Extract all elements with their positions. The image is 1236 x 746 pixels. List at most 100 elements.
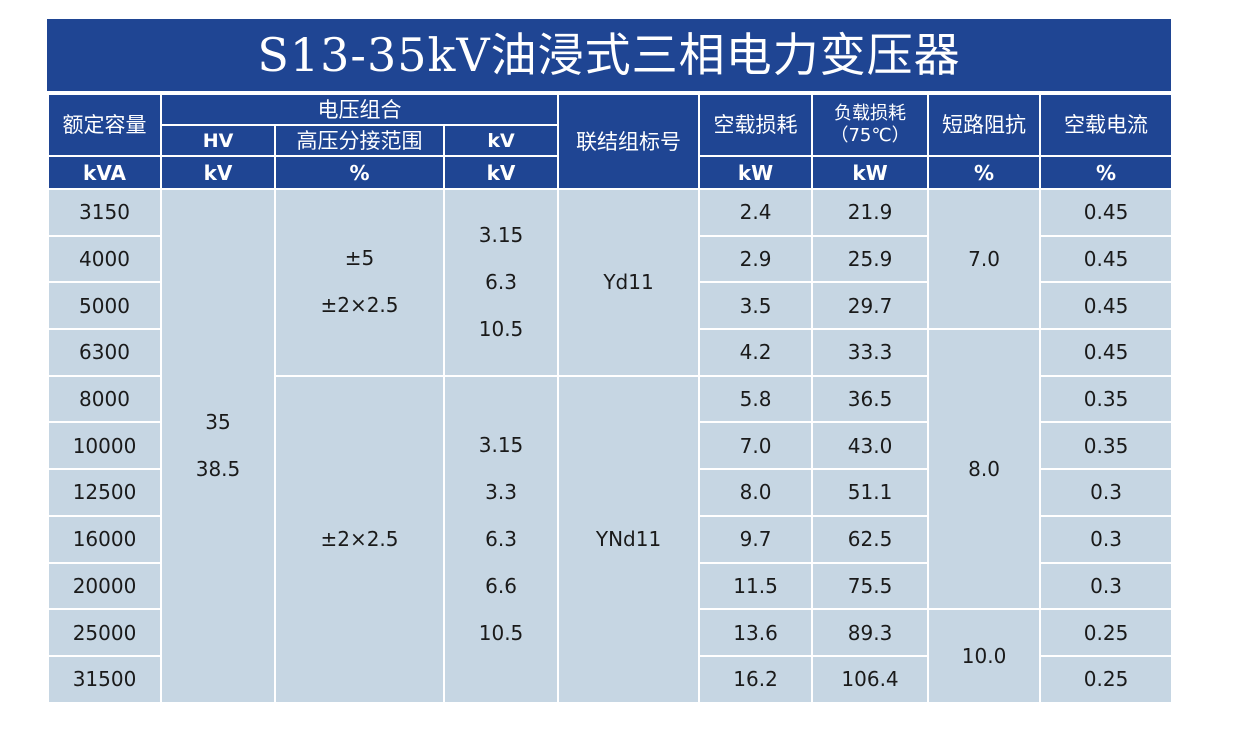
- cell-no-load-loss: 3.5: [698, 281, 814, 331]
- cell-no-load-current: 0.35: [1039, 374, 1174, 424]
- cell-capacity: 8000: [47, 374, 162, 424]
- cell-capacity: 6300: [47, 328, 162, 377]
- unit-capacity: kVA: [47, 155, 162, 190]
- header-load-loss-line1: 负载损耗: [834, 103, 907, 124]
- cell-no-load-loss: 9.7: [698, 514, 814, 564]
- unit-no-load-loss: kW: [698, 155, 814, 190]
- table-row: 5000 3.5 29.7 0.45: [47, 281, 1174, 331]
- cell-no-load-loss: 4.2: [698, 328, 814, 377]
- unit-impedance: %: [927, 155, 1042, 190]
- table-row: 6300 4.2 33.3 8.0 0.45: [47, 328, 1174, 611]
- lv-value: 10.5: [478, 316, 524, 341]
- unit-hv: kV: [160, 155, 276, 190]
- table-row: 20000 11.5 75.5 0.3: [47, 561, 1174, 611]
- cell-impedance-c: 10.0: [927, 608, 1042, 704]
- cell-no-load-loss: 5.8: [698, 374, 814, 424]
- lv-value: 6.3: [485, 526, 517, 551]
- lv-value: 3.15: [478, 222, 524, 247]
- table-header: 额定容量 电压组合 联结组标号 空载损耗 负载损耗 （75℃） 短路阻抗 空载电…: [47, 93, 1174, 190]
- page-title: S13-35kV油浸式三相电力变压器: [47, 19, 1171, 93]
- header-vector-group: 联结组标号: [557, 93, 701, 190]
- table-row: 8000 ±2×2.5 3.15 3.3 6.3 6.6 10.5 YNd11 …: [47, 374, 1174, 704]
- unit-no-load-current: %: [1039, 155, 1174, 190]
- cell-impedance-a: 7.0: [927, 187, 1042, 331]
- cell-load-loss: 29.7: [811, 281, 930, 331]
- cell-capacity: 3150: [47, 188, 162, 237]
- cell-load-loss: 25.9: [811, 234, 930, 284]
- lv-value: 10.5: [478, 620, 524, 645]
- header-load-loss-line2: （75℃）: [830, 125, 910, 146]
- lv-value: 6.6: [485, 573, 517, 598]
- header-capacity: 额定容量: [47, 93, 162, 157]
- tap-value: ±2×2.5: [320, 293, 399, 318]
- table-row: 3150 35 38.5 ±5 ±2×2.5 3.15 6.3 10.5 Yd1…: [47, 187, 1174, 704]
- cell-load-loss: 21.9: [811, 188, 930, 237]
- cell-load-loss: 51.1: [811, 468, 930, 517]
- cell-no-load-loss: 2.9: [698, 234, 814, 284]
- header-no-load-current: 空载电流: [1039, 93, 1174, 157]
- cell-lv-a: 3.15 6.3 10.5: [442, 188, 560, 377]
- cell-capacity: 20000: [47, 561, 162, 611]
- cell-no-load-loss: 8.0: [698, 468, 814, 517]
- hv-value: 38.5: [195, 456, 241, 481]
- header-hv: HV: [160, 124, 276, 157]
- cell-lv-b: 3.15 3.3 6.3 6.6 10.5: [442, 374, 560, 704]
- header-load-loss: 负载损耗 （75℃）: [811, 93, 930, 157]
- header-lv: kV: [442, 124, 560, 157]
- cell-no-load-current: 0.3: [1039, 468, 1174, 517]
- table-row: 12500 8.0 51.1 0.3: [47, 468, 1174, 517]
- table-row: 31500 16.2 106.4 0.25: [47, 654, 1174, 704]
- cell-load-loss: 106.4: [811, 654, 930, 704]
- cell-vector-group-b: YNd11: [557, 374, 701, 704]
- cell-no-load-loss: 16.2: [698, 654, 814, 704]
- hv-value: 35: [205, 409, 231, 434]
- cell-no-load-current: 0.35: [1039, 421, 1174, 471]
- cell-load-loss: 33.3: [811, 328, 930, 377]
- cell-capacity: 12500: [47, 468, 162, 517]
- tap-value: ±5: [344, 246, 375, 271]
- cell-no-load-current: 0.25: [1039, 654, 1174, 704]
- unit-tap: %: [274, 155, 445, 190]
- header-no-load-loss: 空载损耗: [698, 93, 814, 157]
- cell-tap-a: ±5 ±2×2.5: [274, 188, 445, 377]
- cell-no-load-current: 0.45: [1039, 188, 1174, 237]
- table-body: 3150 35 38.5 ±5 ±2×2.5 3.15 6.3 10.5 Yd1…: [47, 187, 1174, 704]
- cell-no-load-loss: 2.4: [698, 188, 814, 237]
- cell-vector-group-a: Yd11: [557, 188, 701, 377]
- spec-table: 额定容量 电压组合 联结组标号 空载损耗 负载损耗 （75℃） 短路阻抗 空载电…: [47, 93, 1174, 704]
- cell-capacity: 31500: [47, 654, 162, 704]
- table-row: 4000 2.9 25.9 0.45: [47, 234, 1174, 284]
- table-row: 16000 9.7 62.5 0.3: [47, 514, 1174, 564]
- cell-tap-b: ±2×2.5: [274, 374, 445, 704]
- unit-load-loss: kW: [811, 155, 930, 190]
- cell-no-load-current: 0.45: [1039, 281, 1174, 331]
- cell-capacity: 5000: [47, 281, 162, 331]
- cell-no-load-loss: 13.6: [698, 608, 814, 657]
- cell-no-load-loss: 7.0: [698, 421, 814, 471]
- spec-sheet: S13-35kV油浸式三相电力变压器 额定容量 电压组合 联结组标号 空载损耗 …: [47, 19, 1174, 704]
- cell-no-load-loss: 11.5: [698, 561, 814, 611]
- cell-impedance-b: 8.0: [927, 328, 1042, 611]
- cell-capacity: 25000: [47, 608, 162, 657]
- cell-capacity: 10000: [47, 421, 162, 471]
- cell-no-load-current: 0.3: [1039, 514, 1174, 564]
- lv-value: 3.3: [485, 479, 517, 504]
- header-impedance: 短路阻抗: [927, 93, 1042, 157]
- cell-no-load-current: 0.25: [1039, 608, 1174, 657]
- cell-no-load-current: 0.45: [1039, 234, 1174, 284]
- cell-no-load-current: 0.3: [1039, 561, 1174, 611]
- lv-value: 3.15: [478, 432, 524, 457]
- lv-value: 6.3: [485, 269, 517, 294]
- cell-load-loss: 89.3: [811, 608, 930, 657]
- unit-lv: kV: [442, 155, 560, 190]
- cell-no-load-current: 0.45: [1039, 328, 1174, 377]
- cell-load-loss: 62.5: [811, 514, 930, 564]
- table-row: 25000 13.6 89.3 10.0 0.25: [47, 608, 1174, 704]
- header-tap-range: 高压分接范围: [274, 124, 445, 157]
- cell-load-loss: 43.0: [811, 421, 930, 471]
- cell-capacity: 4000: [47, 234, 162, 284]
- cell-load-loss: 36.5: [811, 374, 930, 424]
- table-row: 10000 7.0 43.0 0.35: [47, 421, 1174, 471]
- cell-load-loss: 75.5: [811, 561, 930, 611]
- cell-capacity: 16000: [47, 514, 162, 564]
